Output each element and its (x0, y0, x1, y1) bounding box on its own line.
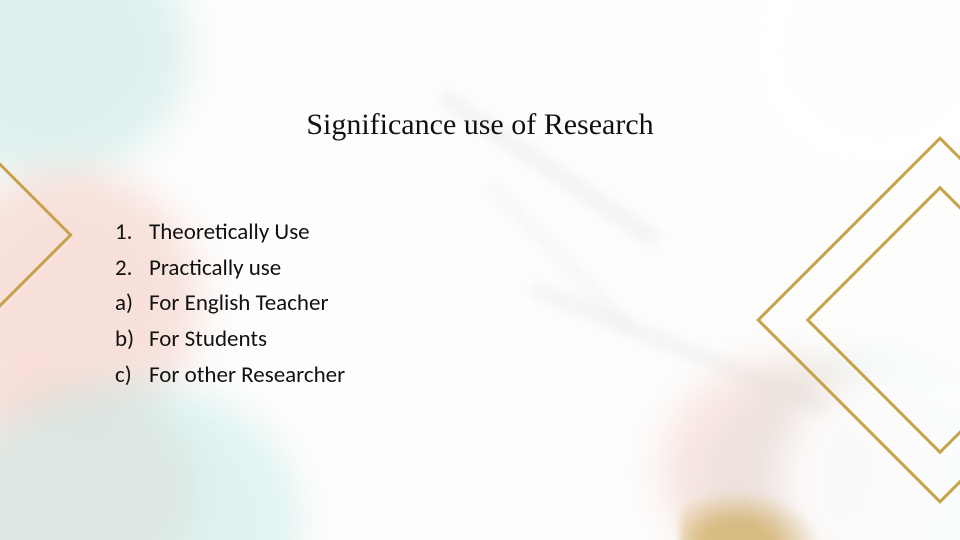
watercolor-teal-top-left (0, 0, 190, 180)
list-marker: b) (115, 322, 149, 358)
watercolor-pink-bottom-left (0, 380, 200, 540)
list-text: Theoretically Use (149, 215, 310, 251)
gold-diamond-right-outer (756, 136, 960, 504)
list-text: For other Researcher (149, 358, 345, 394)
marble-vein (529, 281, 832, 416)
list-marker: 1. (115, 215, 149, 251)
list-item: b) For Students (115, 322, 345, 358)
gold-diamond-left (0, 157, 73, 313)
list-item: 2. Practically use (115, 251, 345, 287)
watercolor-pink-bottom-right (660, 360, 920, 540)
watercolor-teal-bottom-left (0, 380, 300, 540)
list-marker: 2. (115, 251, 149, 287)
marble-vein (486, 180, 634, 332)
list-item: c) For other Researcher (115, 358, 345, 394)
list-marker: a) (115, 286, 149, 322)
list-text: For Students (149, 322, 267, 358)
gold-splash-bottom-right (680, 490, 820, 540)
watercolor-teal-bottom-right (700, 360, 960, 540)
slide-list: 1. Theoretically Use 2. Practically use … (115, 215, 345, 393)
list-item: a) For English Teacher (115, 286, 345, 322)
watercolor-white-bottom-right (780, 360, 960, 540)
watercolor-white-top-right (740, 0, 960, 180)
list-text: Practically use (149, 251, 281, 287)
list-text: For English Teacher (149, 286, 328, 322)
gold-diamond-right-inner (806, 186, 960, 455)
list-item: 1. Theoretically Use (115, 215, 345, 251)
list-marker: c) (115, 358, 149, 394)
slide-title: Significance use of Research (0, 108, 960, 142)
